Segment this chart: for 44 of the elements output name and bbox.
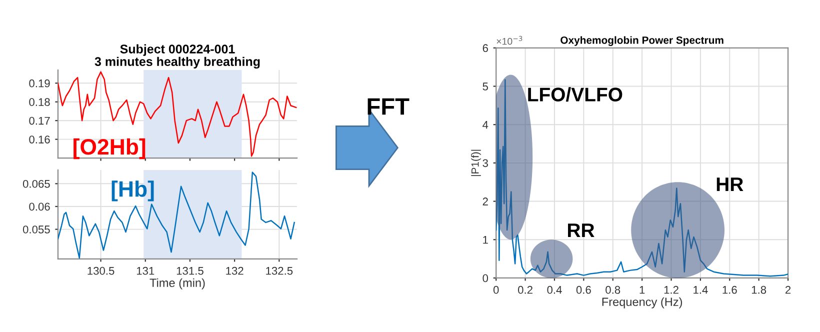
series-label: [O2Hb]	[74, 138, 146, 160]
annotation: LFO/VLFO	[528, 87, 622, 102]
x-tick-label: 1.6	[722, 286, 737, 294]
y-tick-label: 0.16	[29, 136, 50, 144]
x-tick-label: 131.5	[176, 266, 204, 275]
text: ×10$^{−3}$	[496, 36, 522, 45]
chart-subtitle: 3 minutes healthy breathing	[94, 56, 260, 69]
y-tick-label: 5	[482, 82, 488, 90]
x-tick-label: 1.4	[694, 286, 708, 294]
y-tick-label: 0.06	[29, 202, 50, 211]
x-tick-label: 132.5	[266, 266, 293, 275]
x-axis-title: Frequency (Hz)	[602, 297, 682, 308]
line-series	[58, 172, 295, 259]
annotation: RR	[568, 224, 594, 237]
x-tick-label: 1	[640, 286, 645, 294]
y-tick-label: 0.19	[29, 79, 50, 88]
y-tick-label: 2	[482, 198, 488, 206]
x-tick-label: 0.4	[547, 286, 562, 294]
x-tick-label: 0.2	[518, 286, 532, 294]
x-tick-label: 130.5	[88, 266, 114, 275]
annotation: HR	[716, 178, 744, 191]
x-tick-label: 132	[226, 266, 244, 275]
chart-title: Oxyhemoglobin Power Spectrum	[560, 36, 724, 46]
y-tick-label: 4	[482, 120, 488, 129]
y-tick-label: 0.17	[29, 116, 50, 125]
y-tick-label: 0.18	[29, 98, 50, 106]
chart-title: Subject 000224-001	[120, 44, 235, 56]
y-tick-label: 0	[482, 274, 488, 282]
x-tick-label: 2	[785, 286, 791, 294]
y-tick-label: 0.065	[22, 180, 50, 188]
x-axis-title: Time (min)	[150, 278, 205, 290]
y-tick-label: 3	[482, 159, 488, 168]
x-tick-label: 0.6	[576, 286, 591, 294]
x-tick-label: 131	[136, 266, 154, 275]
y-tick-label: 1	[483, 236, 488, 244]
y-axis-title: |P1(f)|	[471, 150, 481, 176]
x-tick-label: 0	[493, 286, 499, 294]
x-tick-label: 1.2	[664, 286, 678, 294]
series-label: [Hb]	[112, 180, 154, 202]
y-tick-label: 0.055	[22, 226, 50, 234]
text: FFT	[368, 98, 410, 115]
y-tick-label: 6	[482, 44, 488, 52]
x-tick-label: 1.8	[752, 286, 766, 294]
x-tick-label: 0.8	[606, 286, 620, 294]
